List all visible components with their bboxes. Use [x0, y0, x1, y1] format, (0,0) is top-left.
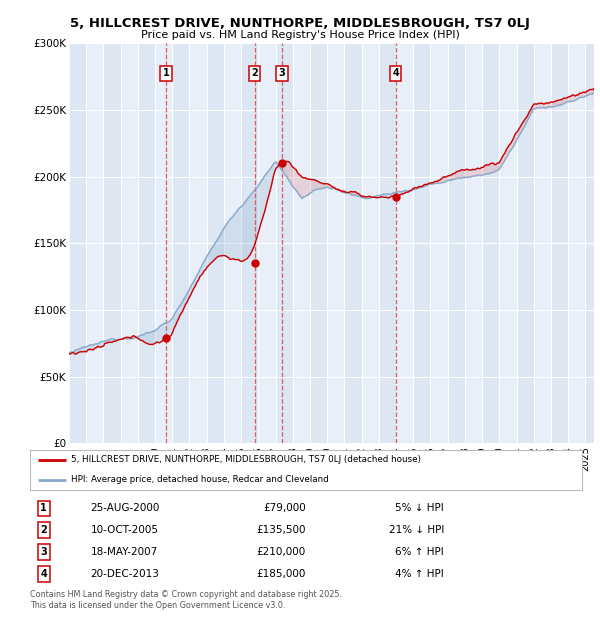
Text: 2: 2 — [251, 68, 258, 78]
Bar — [534, 43, 551, 443]
Text: £135,500: £135,500 — [257, 525, 306, 535]
Text: £79,000: £79,000 — [263, 503, 306, 513]
Text: HPI: Average price, detached house, Redcar and Cleveland: HPI: Average price, detached house, Redc… — [71, 475, 329, 484]
Bar — [293, 43, 310, 443]
Text: 3: 3 — [279, 68, 286, 78]
Bar — [138, 43, 155, 443]
Text: Contains HM Land Registry data © Crown copyright and database right 2025.
This d: Contains HM Land Registry data © Crown c… — [30, 590, 342, 609]
Text: 20-DEC-2013: 20-DEC-2013 — [91, 569, 160, 579]
Bar — [362, 43, 379, 443]
Text: 25-AUG-2000: 25-AUG-2000 — [91, 503, 160, 513]
Bar — [586, 43, 594, 443]
Bar — [465, 43, 482, 443]
Bar — [448, 43, 465, 443]
Bar — [327, 43, 344, 443]
Text: 10-OCT-2005: 10-OCT-2005 — [91, 525, 159, 535]
Bar — [413, 43, 430, 443]
Bar — [207, 43, 224, 443]
Text: 5, HILLCREST DRIVE, NUNTHORPE, MIDDLESBROUGH, TS7 0LJ (detached house): 5, HILLCREST DRIVE, NUNTHORPE, MIDDLESBR… — [71, 455, 421, 464]
Text: 1: 1 — [40, 503, 47, 513]
Bar — [517, 43, 534, 443]
Text: 4% ↑ HPI: 4% ↑ HPI — [395, 569, 444, 579]
Bar — [86, 43, 103, 443]
Bar — [344, 43, 362, 443]
Text: 5, HILLCREST DRIVE, NUNTHORPE, MIDDLESBROUGH, TS7 0LJ: 5, HILLCREST DRIVE, NUNTHORPE, MIDDLESBR… — [70, 17, 530, 30]
Bar — [224, 43, 241, 443]
Text: 18-MAY-2007: 18-MAY-2007 — [91, 547, 158, 557]
Text: 6% ↑ HPI: 6% ↑ HPI — [395, 547, 444, 557]
Text: 5% ↓ HPI: 5% ↓ HPI — [395, 503, 444, 513]
Bar — [379, 43, 396, 443]
Text: £185,000: £185,000 — [257, 569, 306, 579]
Bar — [551, 43, 568, 443]
Bar — [259, 43, 275, 443]
Text: 1: 1 — [163, 68, 170, 78]
Bar — [310, 43, 327, 443]
Bar — [482, 43, 499, 443]
Text: £210,000: £210,000 — [257, 547, 306, 557]
Bar — [568, 43, 586, 443]
Bar — [241, 43, 259, 443]
Text: 21% ↓ HPI: 21% ↓ HPI — [389, 525, 444, 535]
Bar — [121, 43, 138, 443]
Bar — [430, 43, 448, 443]
Bar — [69, 43, 86, 443]
Bar — [275, 43, 293, 443]
Bar — [396, 43, 413, 443]
Text: 3: 3 — [40, 547, 47, 557]
Text: 4: 4 — [392, 68, 399, 78]
Bar — [172, 43, 190, 443]
Text: Price paid vs. HM Land Registry's House Price Index (HPI): Price paid vs. HM Land Registry's House … — [140, 30, 460, 40]
Text: 4: 4 — [40, 569, 47, 579]
Bar — [190, 43, 207, 443]
Bar — [155, 43, 172, 443]
Text: 2: 2 — [40, 525, 47, 535]
Bar — [499, 43, 517, 443]
Bar — [103, 43, 121, 443]
